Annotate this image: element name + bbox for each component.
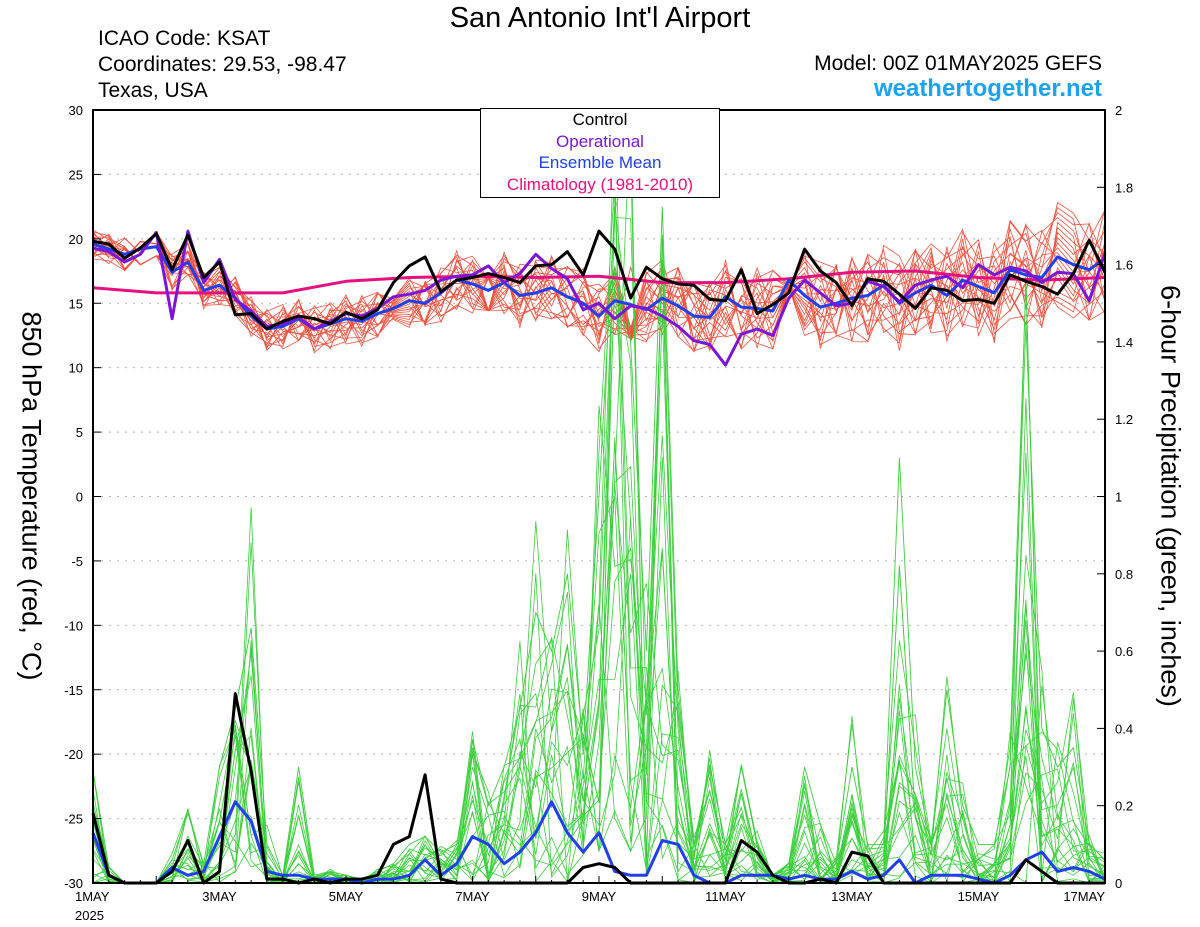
left-tick-label: 20 [69,232,83,247]
model-info: Model: 00Z 01MAY2025 GEFS [814,52,1102,75]
legend-climatology: Climatology (1981-2010) [506,174,694,194]
control-temperature-line [92,229,1107,331]
precipitation-max-member-line [92,206,1106,884]
left-tick-label: 0 [76,490,83,505]
x-tick-label: 9MAY [582,889,617,904]
left-tick-label: 5 [76,425,83,440]
right-tick-label: 1.4 [1115,335,1133,350]
precipitation-ensemble-members [92,109,1106,885]
icao-code: ICAO Code: KSAT [98,27,271,50]
x-tick-label: 5MAY [329,889,364,904]
right-tick-label: 0.2 [1115,799,1133,814]
temperature-member-line [92,210,1106,352]
temperature-member-line [92,222,1106,349]
left-tick-label: -30 [64,876,83,891]
x-tick-label: 3MAY [202,889,237,904]
x-tick-label: 1MAY [75,889,110,904]
precipitation-member-line [92,437,1106,884]
temperature-member-line [92,201,1106,349]
ensemble-mean-precipitation-line [91,800,1106,885]
left-tick-label: -20 [64,747,83,762]
x-tick-label: 11MAY [705,889,746,904]
right-tick-label: 0.4 [1115,721,1133,736]
left-tick-label: -10 [64,618,83,633]
left-tick-label: -25 [64,812,83,827]
climatology-1981-2010-temperature-line [92,269,1106,295]
right-tick-label: 1 [1115,490,1122,505]
right-tick-label: 1.6 [1115,258,1133,273]
precipitation-member-line [92,150,1106,884]
right-tick-label: 1.2 [1115,412,1133,427]
right-axis-ticks: 2 1.8 1.6 1.4 1.2 1 0.8 0.6 0.4 0.2 0 [1097,103,1133,891]
x-axis-ticks: 1MAY 3MAY 5MAY 7MAY 9MAY 11MAY 13MAY 15MAY 17MAY… [75,876,1106,923]
temperature-member-line [92,222,1106,340]
right-tick-label: 1.8 [1115,180,1133,195]
temperature-member-line [92,220,1106,353]
left-tick-label: 10 [69,361,83,376]
temperature-member-line [92,230,1106,353]
chart-title: San Antonio Int'l Airport [449,2,751,34]
left-tick-label: 30 [69,103,83,118]
station-info: ICAO Code: KSAT Coordinates: 29.53, -98.… [98,26,347,104]
left-tick-label: -15 [64,683,83,698]
left-tick-label: 15 [69,296,83,311]
x-tick-label: 13MAY [831,889,873,904]
precipitation-member-line [92,109,1106,884]
operational-temperature-line [92,229,1107,367]
left-axis-ticks: 30 25 20 15 10 5 0 -5 -10 -15 -20 -25 -30 [64,103,101,891]
left-tick-label: -5 [71,554,83,569]
coordinates: Coordinates: 29.53, -98.47 [98,53,347,76]
right-tick-label: 2 [1115,103,1122,118]
temperature-member-line [92,236,1106,342]
temperature-member-line [92,231,1106,350]
temperature-member-line [92,221,1106,349]
x-year-label: 2025 [75,908,104,923]
right-tick-label: 0.8 [1115,567,1133,582]
right-tick-label: 0 [1115,876,1122,891]
x-tick-label: 15MAY [958,889,1000,904]
region: Texas, USA [98,79,208,102]
right-tick-label: 0.6 [1115,644,1133,659]
site-link[interactable]: weathertogether.net [873,75,1102,102]
legend-control: Control [572,110,628,129]
left-tick-label: 25 [69,167,83,182]
temperature-member-line [92,242,1106,343]
x-tick-label: 17MAY [1063,889,1105,904]
legend: Control Operational Ensemble Mean Climat… [480,108,720,198]
x-tick-label: 7MAY [455,889,490,904]
legend-operational: Operational [556,131,644,151]
temperature-member-line [92,207,1106,352]
legend-ensemble-mean: Ensemble Mean [538,153,662,172]
